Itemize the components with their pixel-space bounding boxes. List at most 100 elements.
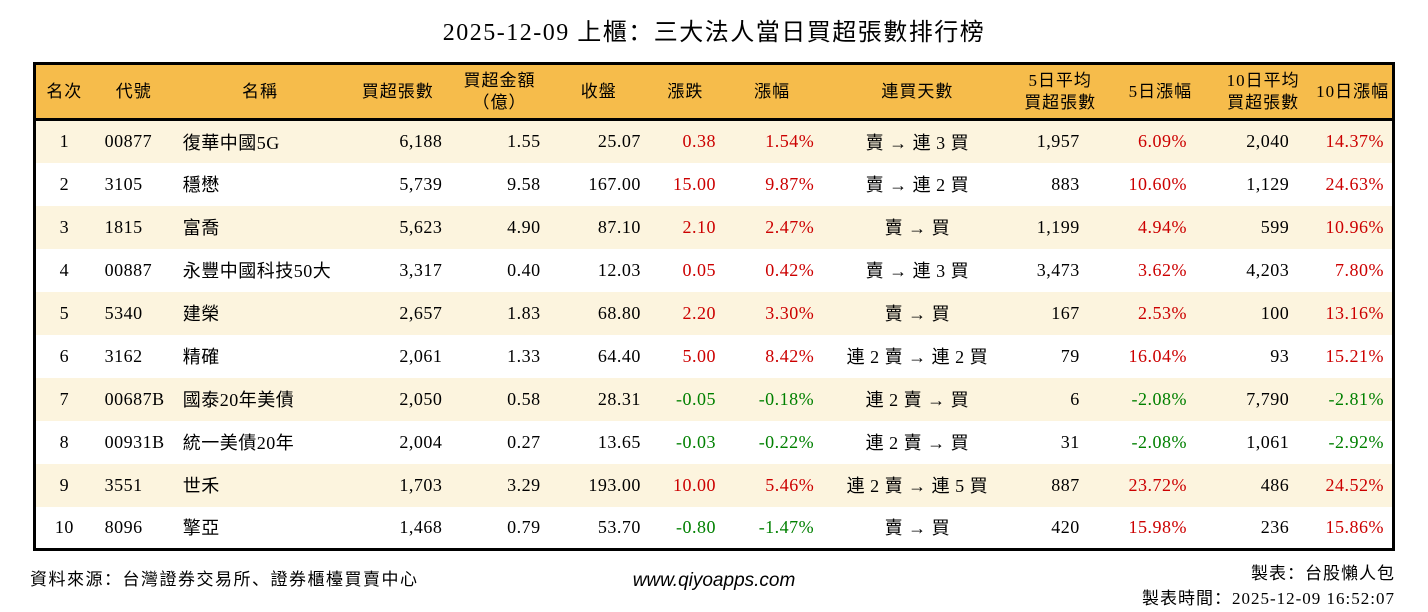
table-row: 5 5340 建榮 2,657 1.83 68.80 2.20 3.30% 賣 … bbox=[34, 291, 1394, 335]
stock-name-cell: 精確 bbox=[182, 347, 220, 367]
generated-time-line: 製表時間：2025-12-09 16:52:07 bbox=[1141, 589, 1395, 608]
change-cell: 0.38 bbox=[682, 131, 716, 152]
change-pct-cell: -0.22% bbox=[758, 431, 815, 452]
stock-name-cell: 國泰20年美債 bbox=[182, 390, 295, 410]
streak-cell: 賣 → 連 3 買 bbox=[865, 261, 970, 281]
table-row: 7 00687B 國泰20年美債 2,050 0.58 28.31 -0.05 … bbox=[34, 377, 1394, 421]
net-amount-cell: 1.83 bbox=[507, 302, 541, 323]
col-header-rank: 名次 bbox=[34, 63, 93, 121]
table-row: 10 8096 擎亞 1,468 0.79 53.70 -0.80 -1.47%… bbox=[35, 507, 1394, 550]
table-header: 名次 代號 名稱 買超張數 買超金額 （億） 收盤 漲跌 漲幅 連買天數 5日平… bbox=[34, 63, 1394, 121]
stock-code-cell: 00877 bbox=[104, 131, 153, 152]
page-title: 2025-12-09 上櫃：三大法人當日買超張數排行榜 bbox=[442, 20, 986, 46]
rank-cell: 2 bbox=[59, 173, 70, 194]
pct5-cell: -2.08% bbox=[1131, 431, 1188, 452]
col-header-close: 收盤 bbox=[548, 63, 649, 121]
pct10-cell: -2.92% bbox=[1328, 431, 1384, 452]
stock-name-cell: 富喬 bbox=[182, 218, 220, 238]
website-url: www.qiyoapps.com bbox=[632, 570, 796, 591]
stock-code-cell: 3105 bbox=[104, 173, 143, 194]
pct5-cell: 3.62% bbox=[1138, 259, 1188, 280]
avg10-cell: 2,040 bbox=[1246, 131, 1290, 152]
pct10-cell: 7.80% bbox=[1335, 259, 1384, 280]
close-cell: 13.65 bbox=[597, 431, 641, 452]
stock-code-cell: 1815 bbox=[104, 216, 143, 237]
avg5-cell: 79 bbox=[1060, 345, 1080, 366]
net-buy-cell: 2,050 bbox=[399, 388, 443, 409]
streak-cell: 連 2 賣 → 連 5 買 bbox=[846, 476, 989, 496]
avg5-cell: 6 bbox=[1070, 388, 1080, 409]
net-amount-cell: 0.58 bbox=[507, 388, 541, 409]
rank-cell: 4 bbox=[59, 259, 70, 280]
avg5-cell: 887 bbox=[1051, 474, 1080, 495]
avg5-cell: 883 bbox=[1051, 173, 1080, 194]
stock-code-cell: 00931B bbox=[104, 431, 165, 452]
streak-cell: 連 2 賣 → 連 2 買 bbox=[846, 347, 989, 367]
net-amount-cell: 1.33 bbox=[507, 345, 541, 366]
change-cell: 2.20 bbox=[682, 302, 716, 323]
stock-name-cell: 世禾 bbox=[182, 476, 220, 496]
rank-cell: 8 bbox=[59, 431, 70, 452]
col-header-net-amount: 買超金額 （億） bbox=[450, 63, 549, 121]
pct10-cell: 10.96% bbox=[1325, 216, 1384, 237]
change-cell: -0.05 bbox=[675, 388, 716, 409]
net-amount-cell: 4.90 bbox=[507, 216, 541, 237]
stock-name-cell: 擎亞 bbox=[182, 518, 220, 539]
pct5-cell: 6.09% bbox=[1138, 131, 1188, 152]
close-cell: 193.00 bbox=[588, 474, 641, 495]
close-cell: 53.70 bbox=[597, 516, 641, 537]
change-cell: 2.10 bbox=[682, 216, 716, 237]
stock-name-cell: 穩懋 bbox=[182, 175, 220, 195]
col-header-avg10: 10日平均 買超張數 bbox=[1213, 63, 1314, 121]
net-buy-cell: 6,188 bbox=[399, 131, 443, 152]
pct5-cell: 23.72% bbox=[1128, 474, 1188, 495]
avg5-cell: 420 bbox=[1051, 516, 1080, 537]
pct5-cell: -2.08% bbox=[1131, 388, 1188, 409]
net-buy-cell: 2,657 bbox=[399, 302, 443, 323]
change-pct-cell: 5.46% bbox=[765, 474, 815, 495]
avg10-cell: 100 bbox=[1260, 302, 1290, 323]
pct10-cell: 15.86% bbox=[1325, 516, 1384, 537]
avg5-cell: 1,199 bbox=[1036, 216, 1080, 237]
change-cell: 15.00 bbox=[672, 173, 716, 194]
close-cell: 25.07 bbox=[597, 131, 641, 152]
pct10-cell: 24.63% bbox=[1325, 173, 1384, 194]
avg5-cell: 167 bbox=[1051, 302, 1080, 323]
col-header-code: 代號 bbox=[92, 63, 175, 121]
net-amount-cell: 9.58 bbox=[507, 173, 541, 194]
table-row: 9 3551 世禾 1,703 3.29 193.00 10.00 5.46% … bbox=[34, 463, 1394, 507]
table-row: 1 00877 復華中國5G 6,188 1.55 25.07 0.38 1.5… bbox=[34, 119, 1394, 163]
data-source-note: 資料來源：台灣證券交易所、證券櫃檯買賣中心 bbox=[30, 570, 419, 589]
stock-code-cell: 5340 bbox=[104, 302, 143, 323]
change-pct-cell: -1.47% bbox=[758, 516, 815, 537]
net-buy-cell: 5,739 bbox=[399, 173, 443, 194]
table-row: 2 3105 穩懋 5,739 9.58 167.00 15.00 9.87% … bbox=[35, 163, 1394, 206]
col-header-avg5: 5日平均 買超張數 bbox=[1012, 63, 1108, 121]
rank-cell: 1 bbox=[59, 131, 70, 152]
streak-cell: 連 2 賣 → 買 bbox=[865, 390, 970, 410]
net-amount-cell: 0.27 bbox=[507, 431, 541, 452]
streak-cell: 賣 → 買 bbox=[884, 518, 951, 539]
close-cell: 68.80 bbox=[597, 302, 641, 323]
avg10-cell: 599 bbox=[1260, 216, 1290, 237]
change-cell: -0.80 bbox=[675, 516, 716, 537]
table-row: 6 3162 精確 2,061 1.33 64.40 5.00 8.42% 連 … bbox=[35, 335, 1394, 378]
col-header-pct10: 10日漲幅 bbox=[1313, 63, 1394, 121]
net-amount-cell: 3.29 bbox=[507, 474, 541, 495]
change-pct-cell: 3.30% bbox=[765, 302, 815, 323]
author-line: 製表：台股懶人包 bbox=[1251, 564, 1395, 583]
table-row: 3 1815 富喬 5,623 4.90 87.10 2.10 2.47% 賣 … bbox=[34, 205, 1394, 249]
avg5-cell: 3,473 bbox=[1036, 259, 1080, 280]
change-pct-cell: 2.47% bbox=[765, 216, 815, 237]
change-cell: 0.05 bbox=[682, 259, 716, 280]
ranking-table: 名次 代號 名稱 買超張數 買超金額 （億） 收盤 漲跌 漲幅 連買天數 5日平… bbox=[33, 62, 1395, 551]
net-buy-cell: 5,623 bbox=[399, 216, 443, 237]
change-pct-cell: 1.54% bbox=[765, 131, 815, 152]
streak-cell: 賣 → 連 2 買 bbox=[865, 175, 970, 195]
net-amount-cell: 0.40 bbox=[507, 259, 541, 280]
avg5-cell: 1,957 bbox=[1036, 131, 1080, 152]
rank-cell: 3 bbox=[59, 216, 70, 237]
avg10-cell: 1,061 bbox=[1246, 431, 1290, 452]
change-cell: 5.00 bbox=[682, 345, 716, 366]
avg10-cell: 236 bbox=[1260, 516, 1290, 537]
